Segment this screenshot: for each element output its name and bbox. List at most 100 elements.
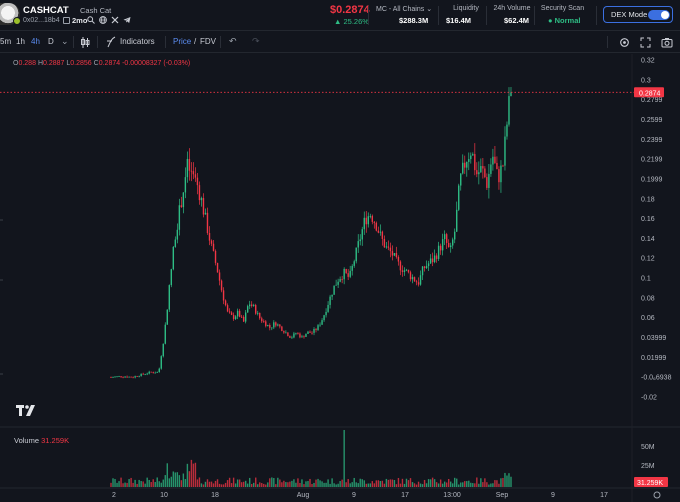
candle-body <box>498 169 500 183</box>
interval-d[interactable]: D <box>48 37 54 46</box>
chevron-down-icon: ⌄ <box>426 6 433 13</box>
candle-body <box>456 209 458 232</box>
fdv-toggle[interactable]: FDV <box>200 37 216 46</box>
volume-bar <box>261 483 263 487</box>
volume-bar <box>174 472 177 487</box>
volume-bar <box>248 477 251 487</box>
volume-bar <box>198 477 201 487</box>
redo-icon[interactable]: ↷ <box>252 36 260 46</box>
volume-bar <box>427 479 430 487</box>
interval-4h[interactable]: 4h <box>31 37 40 46</box>
candle-body <box>265 321 267 327</box>
volume-bar <box>341 479 343 487</box>
volume-bar <box>150 482 152 487</box>
candle-body <box>331 294 333 297</box>
volume-bar <box>449 481 452 487</box>
candle-body <box>232 314 235 319</box>
candle-body <box>162 343 164 357</box>
volume-bar <box>474 483 476 487</box>
candle-body <box>464 162 466 168</box>
candle-type-icon[interactable] <box>80 37 90 48</box>
volume-bar <box>415 484 418 487</box>
telegram-icon[interactable] <box>123 16 131 24</box>
y-tick-label: -0.0₆6938 <box>641 375 672 382</box>
security-scan-value[interactable]: ● Normal <box>548 16 581 25</box>
settings-icon[interactable] <box>619 37 630 48</box>
token-address[interactable]: 0x02...18b4 <box>23 17 60 24</box>
volume-bar <box>315 479 317 487</box>
volume-bar <box>447 478 450 487</box>
volume-bar <box>196 479 199 487</box>
y-tick-label: 0.12 <box>641 256 655 263</box>
volume-bar <box>293 479 295 487</box>
dex-mode-toggle[interactable]: DEX Mode <box>603 6 673 23</box>
candle-body <box>120 376 122 377</box>
volume-bar <box>357 483 359 487</box>
volume-bar <box>329 483 331 487</box>
toolbar-divider <box>73 36 74 48</box>
volume-bar <box>118 481 120 487</box>
toolbar-divider <box>165 36 166 48</box>
axis-settings-icon[interactable] <box>653 491 661 499</box>
globe-icon[interactable] <box>99 16 107 24</box>
candle-body <box>146 373 148 375</box>
volume-bar <box>172 471 175 487</box>
volume-bar <box>289 481 291 487</box>
mc-label[interactable]: MC - All Chains ⌄ <box>376 6 433 13</box>
volume-bar <box>168 478 170 487</box>
candle-body <box>369 215 371 217</box>
volume-bar <box>397 477 400 487</box>
volume-bar <box>283 480 285 487</box>
candle-body <box>226 305 229 312</box>
volume-bar <box>299 482 301 487</box>
candle-body <box>435 255 438 259</box>
chart-canvas[interactable]: 0.32 0.3 0.2799 0.2599 0.2399 0.2199 0.1999 0.1… <box>0 54 680 502</box>
y-tick-label: 0.1999 <box>641 177 663 184</box>
candle-body <box>423 266 426 269</box>
search-icon[interactable] <box>87 16 95 24</box>
dex-mode-switch[interactable] <box>648 10 670 20</box>
volume-bar <box>140 481 142 487</box>
volume-bar <box>238 479 241 487</box>
token-symbol: CASHCAT <box>23 5 69 16</box>
volume-bar <box>122 483 124 487</box>
volume-bar <box>234 483 237 487</box>
volume-bar <box>375 480 378 487</box>
candle-body <box>283 330 285 333</box>
price-chart[interactable]: 0.32 0.3 0.2799 0.2599 0.2399 0.2199 0.1999 0.1… <box>0 54 680 502</box>
candle-body <box>488 173 490 188</box>
chevron-down-icon[interactable]: ⌄ <box>61 36 69 46</box>
candle-body <box>365 217 367 225</box>
volume-bar <box>275 484 277 487</box>
candle-body <box>148 371 150 374</box>
fullscreen-icon[interactable] <box>640 37 651 48</box>
candle-body <box>208 232 211 241</box>
candle-body <box>445 234 448 243</box>
indicators-icon[interactable] <box>106 36 117 48</box>
tradingview-logo-icon[interactable] <box>16 404 36 420</box>
price-toggle[interactable]: Price <box>173 37 192 46</box>
interval-1h[interactable]: 1h <box>16 37 25 46</box>
volume-bar <box>144 483 146 487</box>
volume-bar <box>409 478 412 487</box>
indicators-button[interactable]: Indicators <box>120 37 155 46</box>
candle-body <box>335 284 337 286</box>
copy-icon[interactable] <box>63 17 70 24</box>
candle-body <box>166 309 168 325</box>
candle-body <box>494 156 496 163</box>
volume-bar <box>333 483 335 487</box>
chart-toolbar: 5m 1h 4h D ⌄ Indicators Price / FDV ↶ ↷ <box>0 31 680 53</box>
candle-body <box>403 270 406 272</box>
toolbar-divider <box>220 36 221 48</box>
candle-body <box>291 337 293 339</box>
x-icon[interactable] <box>111 16 119 24</box>
price-current: $0.2874 <box>330 4 370 16</box>
volume-value: $62.4M <box>504 16 530 25</box>
camera-icon[interactable] <box>661 37 673 48</box>
candle-body <box>462 162 464 174</box>
undo-icon[interactable]: ↶ <box>229 36 237 46</box>
y-tick-label: 0.2199 <box>641 157 663 164</box>
volume-bar <box>287 482 289 487</box>
interval-5m[interactable]: 5m <box>0 37 12 46</box>
x-tick-label: 17 <box>401 492 409 499</box>
